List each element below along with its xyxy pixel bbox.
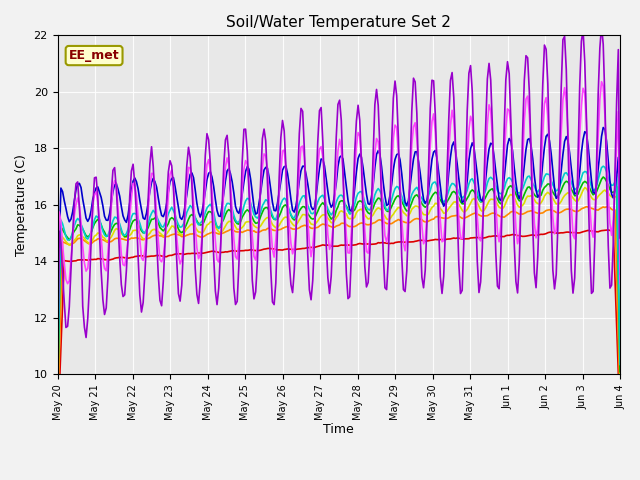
+8cm xyxy=(60,228,68,233)
+64cm xyxy=(616,235,624,241)
+8cm xyxy=(178,224,186,229)
+32cm xyxy=(369,177,377,183)
Line: -16cm: -16cm xyxy=(58,230,620,436)
+64cm xyxy=(221,137,229,143)
-16cm xyxy=(60,258,68,264)
+16cm xyxy=(369,182,377,188)
+2cm xyxy=(54,396,61,401)
+32cm xyxy=(598,79,605,84)
-16cm xyxy=(616,418,624,424)
-8cm xyxy=(582,204,590,210)
-8cm xyxy=(520,211,528,216)
-2cm xyxy=(178,232,186,238)
-2cm xyxy=(520,200,528,206)
-2cm xyxy=(616,376,624,382)
+16cm xyxy=(520,162,528,168)
+64cm xyxy=(54,391,61,396)
-8cm xyxy=(60,240,68,245)
+8cm xyxy=(600,163,607,169)
+8cm xyxy=(54,389,61,395)
-16cm xyxy=(178,251,186,257)
+2cm xyxy=(514,195,522,201)
+2cm xyxy=(369,205,377,211)
+2cm xyxy=(520,192,528,197)
+64cm xyxy=(369,146,377,152)
-16cm xyxy=(369,241,377,247)
Line: +32cm: +32cm xyxy=(58,82,620,365)
+64cm xyxy=(514,290,522,296)
+16cm xyxy=(178,216,186,222)
Line: +8cm: +8cm xyxy=(58,166,620,392)
-16cm xyxy=(520,233,528,239)
+32cm xyxy=(514,241,522,247)
+2cm xyxy=(600,174,607,180)
+2cm xyxy=(221,212,229,217)
+16cm xyxy=(514,191,522,197)
Legend: -16cm, -8cm, -2cm, +2cm, +8cm, +16cm, +32cm, +64cm: -16cm, -8cm, -2cm, +2cm, +8cm, +16cm, +3… xyxy=(137,477,540,480)
+64cm xyxy=(60,300,68,305)
-2cm xyxy=(60,237,68,242)
+8cm xyxy=(514,190,522,195)
+32cm xyxy=(178,256,186,262)
+32cm xyxy=(54,362,61,368)
+64cm xyxy=(520,78,528,84)
+16cm xyxy=(616,272,624,277)
Line: -8cm: -8cm xyxy=(58,207,620,419)
-16cm xyxy=(54,433,61,439)
+8cm xyxy=(221,204,229,210)
+64cm xyxy=(178,282,186,288)
+8cm xyxy=(520,181,528,187)
-2cm xyxy=(514,202,522,208)
-2cm xyxy=(369,212,377,217)
-8cm xyxy=(221,229,229,235)
Line: +16cm: +16cm xyxy=(58,128,620,275)
-2cm xyxy=(581,185,589,191)
-2cm xyxy=(221,223,229,229)
-16cm xyxy=(604,227,612,233)
+32cm xyxy=(616,280,624,286)
-16cm xyxy=(221,249,229,255)
-8cm xyxy=(369,220,377,226)
-8cm xyxy=(616,399,624,405)
-2cm xyxy=(54,400,61,406)
X-axis label: Time: Time xyxy=(323,423,354,436)
Title: Soil/Water Temperature Set 2: Soil/Water Temperature Set 2 xyxy=(227,15,451,30)
+2cm xyxy=(178,230,186,236)
+2cm xyxy=(616,369,624,375)
+8cm xyxy=(616,361,624,367)
+32cm xyxy=(221,164,229,170)
Line: +64cm: +64cm xyxy=(58,26,620,394)
-8cm xyxy=(178,234,186,240)
+2cm xyxy=(60,229,68,235)
+16cm xyxy=(600,125,607,131)
Y-axis label: Temperature (C): Temperature (C) xyxy=(15,154,28,256)
-8cm xyxy=(514,210,522,216)
+32cm xyxy=(60,260,68,266)
Text: EE_met: EE_met xyxy=(68,49,120,62)
+16cm xyxy=(54,244,61,250)
+64cm xyxy=(598,23,605,29)
+32cm xyxy=(520,118,528,124)
+16cm xyxy=(60,198,68,204)
Line: +2cm: +2cm xyxy=(58,177,620,398)
-8cm xyxy=(54,416,61,422)
+8cm xyxy=(369,199,377,205)
Line: -2cm: -2cm xyxy=(58,188,620,403)
+16cm xyxy=(221,178,229,184)
-16cm xyxy=(514,233,522,239)
